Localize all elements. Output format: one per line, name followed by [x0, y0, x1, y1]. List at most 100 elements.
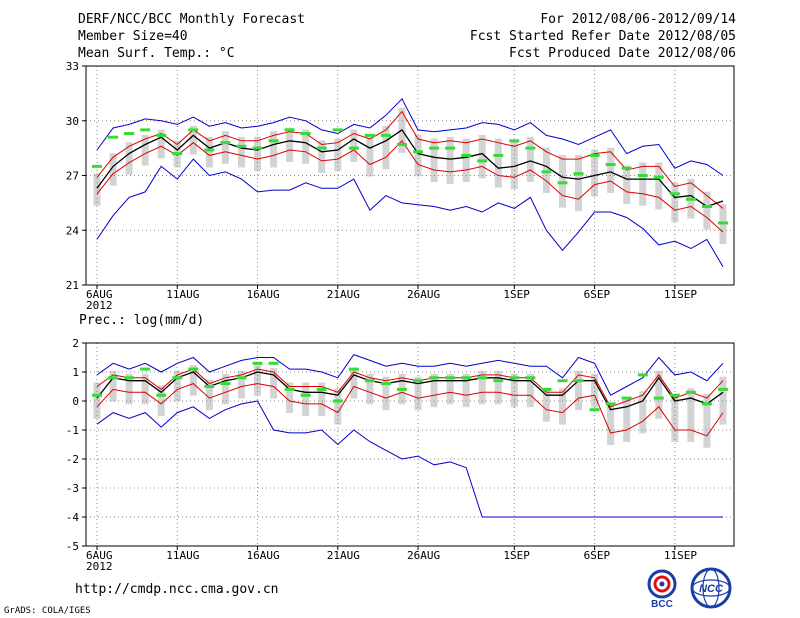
panel1-ylabel-0: 21: [66, 279, 79, 292]
panel2-xlabel-7: 11SEP: [664, 549, 697, 562]
panel2-bar-14: [318, 382, 326, 416]
panel2-bar-35: [655, 370, 663, 419]
panel1-bar-34: [639, 162, 647, 206]
panel1-ylabel-2: 27: [66, 170, 79, 183]
panel1-bar-10: [254, 136, 262, 172]
panel1-bar-6: [189, 125, 197, 155]
panel2-series-ensemble-min: [96, 400, 723, 518]
panel1-xlabel-1: 11AUG: [166, 288, 199, 301]
panel1-bar-9: [237, 136, 245, 168]
panel2-bar-38: [703, 394, 711, 448]
panel1-bar-30: [575, 155, 583, 212]
panel1-bar-25: [494, 138, 502, 188]
panel2-bar-6: [189, 365, 197, 396]
panel1-bar-31: [591, 149, 599, 197]
panel1-xlabel-3: 21AUG: [327, 288, 360, 301]
panel1-bar-24: [478, 135, 486, 179]
panel2-bar-37: [687, 388, 695, 442]
panel2-bar-1: [109, 370, 117, 402]
panel1-bar-13: [302, 129, 310, 164]
panel1-series-ensemble-mean: [96, 128, 724, 208]
panel2-bar-36: [671, 394, 679, 442]
panel1-bar-7: [205, 136, 213, 168]
panel2-ylabel-3: -2: [66, 453, 79, 466]
panel2-xlabel-6: 6SEP: [584, 549, 611, 562]
panel2-ylabel-2: -3: [66, 482, 79, 495]
panel2-bar-32: [607, 402, 615, 445]
panel2-bar-11: [270, 368, 278, 399]
panel2-series-ensemble-max: [96, 353, 724, 396]
panel2-bar-18: [382, 376, 390, 411]
panel2-ylabel-4: -1: [66, 424, 79, 437]
panel1-bar-2: [125, 142, 133, 175]
panel2-xlabel-3: 21AUG: [327, 549, 360, 562]
panel1-bar-27: [526, 136, 534, 183]
panel1-bar-22: [446, 136, 454, 184]
panel1-bar-23: [462, 138, 470, 183]
panel2-series-upper-spread: [96, 368, 724, 408]
panel1-series-ensemble-min: [96, 158, 724, 268]
ncc-logo-text: NCC: [699, 583, 724, 595]
panel2-xlabel-1: 11AUG: [166, 549, 199, 562]
panel2-frame: [85, 342, 735, 547]
panel1-series-upper-spread: [96, 110, 724, 209]
footer-url[interactable]: http://cmdp.ncc.cma.gov.cn: [75, 582, 279, 597]
variable-label: Mean Surf. Temp.: °C: [78, 46, 235, 61]
panel2-xlabel-4: 26AUG: [407, 549, 440, 562]
panel2-ylabel-7: 2: [72, 337, 79, 350]
panel2-ylabel-6: 1: [72, 366, 79, 379]
panel1-bar-1: [109, 153, 117, 186]
panel2-bar-12: [286, 382, 294, 413]
panel2-bar-21: [430, 373, 438, 408]
panel1-bar-12: [286, 127, 294, 162]
panel2-bar-28: [542, 388, 550, 422]
panel1-xlabel-0: 6AUG: [86, 288, 113, 301]
panel1-bar-0: [93, 173, 101, 206]
panel1-bar-16: [350, 129, 358, 162]
panel2-bar-26: [510, 373, 518, 408]
panel1-bar-17: [366, 135, 374, 177]
panel2-bar-34: [639, 391, 647, 434]
panel2-bar-5: [173, 370, 181, 402]
chart-title: DERF/NCC/BCC Monthly Forecast: [78, 12, 305, 27]
panel2-bar-7: [205, 379, 213, 411]
panel1-bar-35: [655, 162, 663, 210]
panel2-bar-31: [591, 373, 599, 408]
panel2-bar-3: [141, 373, 149, 405]
panel2-bar-15: [334, 388, 342, 425]
panel2-ylabel-5: 0: [72, 395, 79, 408]
panel1-xlabel-5: 1SEP: [503, 288, 530, 301]
panel1-ylabel-3: 30: [66, 115, 79, 128]
panel1-bar-33: [623, 166, 631, 204]
panel2-bar-0: [93, 382, 101, 419]
panel2-xlabel-5: 1SEP: [503, 549, 530, 562]
panel2-bar-17: [366, 373, 374, 405]
panel1-bar-32: [607, 147, 615, 193]
panel1-xlabel-6: 6SEP: [584, 288, 611, 301]
ncc-logo: NCC: [690, 567, 732, 609]
panel1-bar-20: [414, 135, 422, 177]
panel2-xlabel-0: 6AUG: [86, 549, 113, 562]
panel1-xlabel-7: 11SEP: [664, 288, 697, 301]
panel2-ylabel-0: -5: [66, 540, 79, 553]
member-size: Member Size=40: [78, 29, 188, 44]
panel1-bar-21: [430, 138, 438, 183]
panel1-bar-4: [157, 129, 165, 159]
panel1-ylabel-1: 24: [66, 224, 80, 237]
panel2-bar-24: [478, 370, 486, 405]
panel1-xlabel-2: 16AUG: [247, 288, 280, 301]
panel2-bar-30: [575, 370, 583, 411]
panel1-bar-8: [221, 131, 229, 164]
panel2-bar-20: [414, 376, 422, 411]
panel1-bar-14: [318, 140, 326, 173]
panel1-bar-11: [270, 131, 278, 168]
panel2-series-lower-spread: [96, 383, 724, 437]
panel2-bar-10: [254, 365, 262, 396]
panel1-bar-38: [703, 191, 711, 230]
panel2-bar-9: [237, 370, 245, 399]
panel2-bar-22: [446, 373, 454, 405]
panel2-bar-27: [526, 373, 534, 408]
bcc-logo-text: BCC: [651, 599, 673, 610]
panel2-xyear-0: 2012: [86, 560, 113, 573]
